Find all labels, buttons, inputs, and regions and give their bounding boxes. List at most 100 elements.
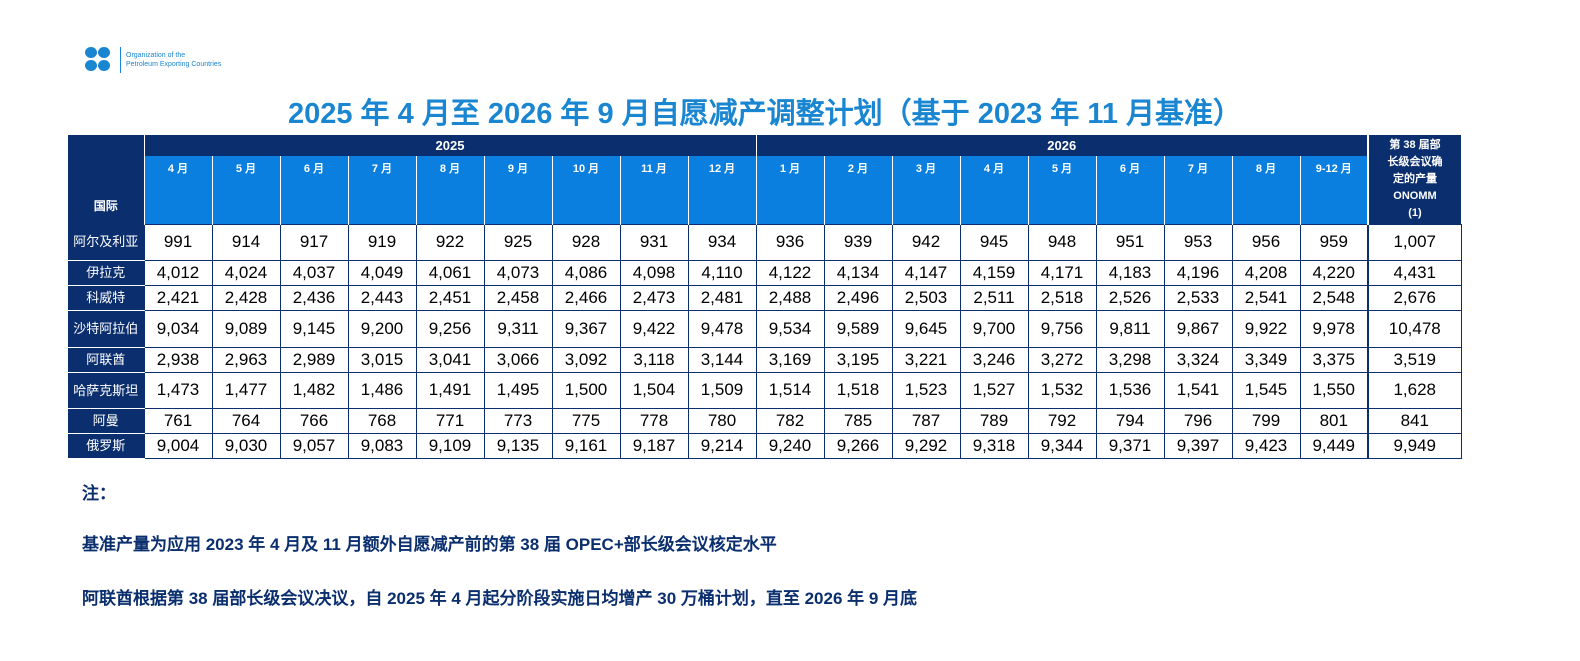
value-cell: 9,256: [415, 309, 485, 348]
value-cell: 956: [1231, 223, 1301, 261]
country-label: 阿联酋: [68, 347, 144, 373]
value-cell: 782: [755, 407, 825, 434]
note-line-1: 基准产量为应用 2023 年 4 月及 11 月额外自愿减产前的第 38 届 O…: [82, 535, 777, 554]
value-cell: 9,057: [279, 432, 349, 459]
value-cell: 2,541: [1231, 284, 1301, 311]
reference-header: 第 38 届部 长级会议确 定的产量 ONOMM (1): [1367, 135, 1461, 224]
note-line-2: 阿联酋根据第 38 届部长级会议决议，自 2025 年 4 月起分阶段实施日均增…: [82, 589, 918, 608]
value-cell: 792: [1027, 407, 1097, 434]
value-cell: 1,482: [279, 371, 349, 409]
notes-heading: 注：: [82, 484, 116, 503]
value-cell: 3,066: [483, 346, 553, 373]
value-cell: 4,098: [619, 259, 689, 286]
reference-header-line: (1): [1408, 206, 1422, 219]
value-cell: 789: [959, 407, 1029, 434]
value-cell: 3,195: [823, 346, 893, 373]
month-header: 6 月: [1095, 156, 1164, 224]
value-cell: 4,159: [959, 259, 1029, 286]
value-cell: 1,500: [551, 371, 621, 409]
reference-value-cell: 841: [1367, 407, 1462, 434]
value-cell: 9,371: [1095, 432, 1165, 459]
value-cell: 3,349: [1231, 346, 1301, 373]
value-cell: 764: [211, 407, 281, 434]
value-cell: 3,015: [347, 346, 417, 373]
value-cell: 917: [279, 223, 349, 261]
value-cell: 1,523: [891, 371, 961, 409]
value-cell: 9,292: [891, 432, 961, 459]
opec-logo: Organization of the Petroleum Exporting …: [85, 46, 221, 74]
reference-value-cell: 4,431: [1367, 259, 1462, 286]
month-header: 1 月: [755, 156, 824, 224]
value-cell: 9,589: [823, 309, 893, 348]
value-cell: 4,110: [687, 259, 757, 286]
country-label: 伊拉克: [68, 260, 144, 286]
value-cell: 919: [347, 223, 417, 261]
value-cell: 3,169: [755, 346, 825, 373]
value-cell: 4,037: [279, 259, 349, 286]
value-cell: 778: [619, 407, 689, 434]
country-label: 阿曼: [68, 408, 144, 434]
value-cell: 3,246: [959, 346, 1029, 373]
value-cell: 4,073: [483, 259, 553, 286]
table-row: 阿联酋 2,938 2,963 2,989 3,015 3,041 3,066 3,092 3,…: [68, 346, 1462, 373]
value-cell: 9,700: [959, 309, 1029, 348]
value-cell: 2,458: [483, 284, 553, 311]
month-header: 9-12 月: [1299, 156, 1368, 224]
value-cell: 794: [1095, 407, 1165, 434]
value-cell: 9,318: [959, 432, 1029, 459]
value-cell: 3,092: [551, 346, 621, 373]
header-row-years: 国际 2025 2026 第 38 届部 长级会议确 定的产量 ONOMM (1): [68, 135, 1461, 224]
logo-text: Organization of the Petroleum Exporting …: [126, 51, 221, 69]
value-cell: 936: [755, 223, 825, 261]
value-cell: 785: [823, 407, 893, 434]
month-header: 6 月: [279, 156, 348, 224]
value-cell: 1,504: [619, 371, 689, 409]
value-cell: 1,486: [347, 371, 417, 409]
value-cell: 9,200: [347, 309, 417, 348]
value-cell: 914: [211, 223, 281, 261]
table-row: 阿曼 761 764 766 768 771 773 775 778 780 782 785 787 78…: [68, 407, 1462, 434]
value-cell: 2,526: [1095, 284, 1165, 311]
value-cell: 1,527: [959, 371, 1029, 409]
value-cell: 2,496: [823, 284, 893, 311]
value-cell: 953: [1163, 223, 1233, 261]
value-cell: 9,135: [483, 432, 553, 459]
value-cell: 3,144: [687, 346, 757, 373]
value-cell: 9,089: [211, 309, 281, 348]
value-cell: 2,488: [755, 284, 825, 311]
value-cell: 3,298: [1095, 346, 1165, 373]
value-cell: 9,161: [551, 432, 621, 459]
value-cell: 768: [347, 407, 417, 434]
value-cell: 1,550: [1299, 371, 1369, 409]
value-cell: 4,147: [891, 259, 961, 286]
reference-value-cell: 1,007: [1367, 223, 1462, 261]
value-cell: 4,086: [551, 259, 621, 286]
value-cell: 925: [483, 223, 553, 261]
month-header: 5 月: [1027, 156, 1096, 224]
value-cell: 9,867: [1163, 309, 1233, 348]
value-cell: 4,196: [1163, 259, 1233, 286]
value-cell: 4,049: [347, 259, 417, 286]
country-label: 阿尔及利亚: [68, 224, 144, 261]
value-cell: 4,220: [1299, 259, 1369, 286]
value-cell: 9,756: [1027, 309, 1097, 348]
value-cell: 773: [483, 407, 553, 434]
month-header: 5 月: [211, 156, 280, 224]
value-cell: 951: [1095, 223, 1165, 261]
reference-value-cell: 9,949: [1367, 432, 1462, 459]
value-cell: 2,989: [279, 346, 349, 373]
value-cell: 775: [551, 407, 621, 434]
value-cell: 9,811: [1095, 309, 1165, 348]
value-cell: 1,518: [823, 371, 893, 409]
month-header: 12 月: [687, 156, 756, 224]
value-cell: 1,532: [1027, 371, 1097, 409]
country-label: 沙特阿拉伯: [68, 310, 144, 348]
value-cell: 780: [687, 407, 757, 434]
month-header: 2 月: [823, 156, 892, 224]
value-cell: 9,422: [619, 309, 689, 348]
value-cell: 4,122: [755, 259, 825, 286]
reference-value-cell: 10,478: [1367, 309, 1462, 348]
value-cell: 9,187: [619, 432, 689, 459]
value-cell: 766: [279, 407, 349, 434]
